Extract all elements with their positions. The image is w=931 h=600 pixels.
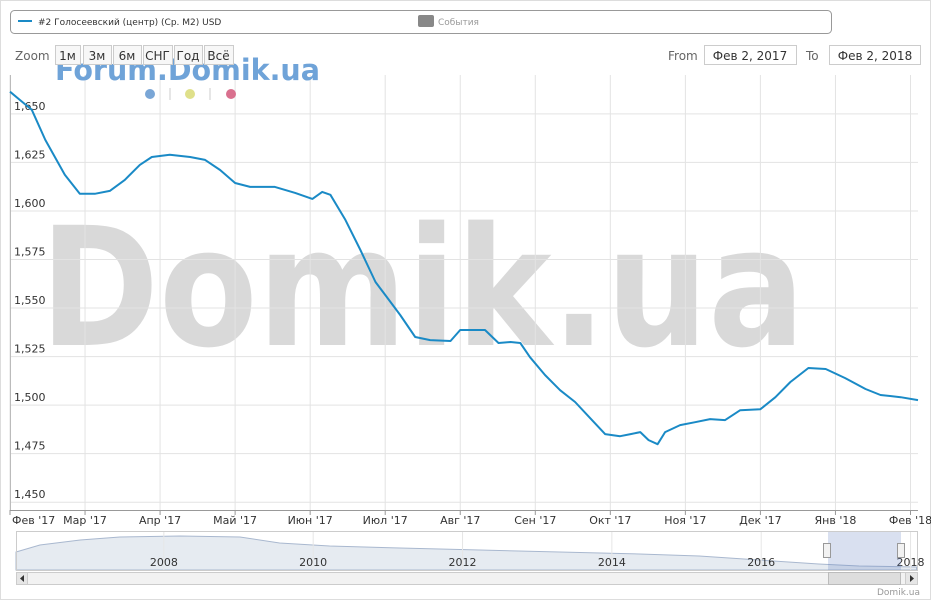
y-tick-label: 1,525 <box>14 343 46 356</box>
y-tick-label: 1,650 <box>14 100 46 113</box>
x-tick-label: Июл '17 <box>363 514 408 527</box>
zoom-button[interactable] <box>143 45 173 65</box>
dot <box>185 89 195 99</box>
x-tick-label: Авг '17 <box>440 514 480 527</box>
navigator: 2008 2010 2012 2014 2016 2018 <box>15 532 925 571</box>
series-line <box>9 90 919 446</box>
navigator-handle[interactable] <box>897 543 905 558</box>
navigator-tick-label: 2014 <box>598 556 626 569</box>
zoom-button-label[interactable]: 1м <box>59 49 76 63</box>
x-tick-label: Окт '17 <box>589 514 631 527</box>
to-value[interactable]: Фев 2, 2018 <box>838 49 912 63</box>
y-tick-label: 1,475 <box>14 440 46 453</box>
x-tick-label: Апр '17 <box>139 514 181 527</box>
credit[interactable]: Domik.ua <box>877 588 920 598</box>
legend-symbol <box>418 15 434 27</box>
zoom-button[interactable] <box>204 45 234 65</box>
x-tick-label: Июн '17 <box>288 514 333 527</box>
arrow <box>20 575 24 582</box>
zoom-buttons: 1м 3м 6м СНГ Год Всё <box>55 45 234 65</box>
navigator-tick-label: 2010 <box>299 556 327 569</box>
scrollbar[interactable] <box>16 572 918 585</box>
zoom-button[interactable] <box>55 45 81 65</box>
x-tick-label: Май '17 <box>213 514 257 527</box>
zoom-button[interactable] <box>83 45 112 65</box>
watermark: Domik.ua <box>40 192 805 384</box>
arrow <box>910 575 914 582</box>
from-value[interactable]: Фев 2, 2017 <box>713 49 787 63</box>
zoom-button-label[interactable]: 3м <box>89 49 106 63</box>
from-input[interactable] <box>704 45 797 65</box>
zoom-label: Zoom <box>15 49 50 63</box>
x-tick-label: Мар '17 <box>63 514 107 527</box>
navigator-area <box>15 535 917 571</box>
zoom-button-label[interactable]: СНГ <box>145 49 170 63</box>
y-tick-label: 1,500 <box>14 391 46 404</box>
to-input[interactable] <box>829 45 921 65</box>
y-tick-label: 1,575 <box>14 245 46 258</box>
x-tick-label: Сен '17 <box>514 514 556 527</box>
x-tick-label: Фев '18 <box>889 514 931 527</box>
navigator-handle[interactable] <box>823 543 831 558</box>
to-label: To <box>805 49 819 63</box>
navigator-tick-label: 2016 <box>747 556 775 569</box>
zoom-button-label[interactable]: Всё <box>207 49 229 63</box>
x-tick-label: Дек '17 <box>739 514 782 527</box>
zoom-button-label[interactable]: Год <box>177 49 200 63</box>
navigator-mask[interactable] <box>828 532 901 570</box>
legend-item[interactable]: #2 Голосеевский (центр) (Ср. М2) USD <box>38 18 221 28</box>
navigator-tick-label: 2008 <box>150 556 178 569</box>
navigator-tick-label: 2012 <box>449 556 477 569</box>
zoom-button[interactable] <box>174 45 203 65</box>
zoom-button-label[interactable]: 6м <box>119 49 136 63</box>
y-tick-label: 1,550 <box>14 294 46 307</box>
dot <box>145 89 155 99</box>
x-tick-label: Янв '18 <box>815 514 857 527</box>
y-tick-label: 1,625 <box>14 148 46 161</box>
y-tick-label: 1,450 <box>14 488 46 501</box>
y-tick-label: 1,600 <box>14 197 46 210</box>
navigator-outline <box>16 531 918 571</box>
zoom-button[interactable] <box>113 45 142 65</box>
x-tick-label: Фев '17 <box>12 514 55 527</box>
dot <box>226 89 236 99</box>
legend-item[interactable]: События <box>438 18 479 28</box>
from-label: From <box>668 49 698 63</box>
plot-layer: 1,450 1,475 1,500 1,525 1,550 1,575 1,600 1,625… <box>9 75 931 527</box>
scroll-thumb[interactable] <box>828 572 901 585</box>
x-tick-label: Ноя '17 <box>664 514 706 527</box>
watermark-layer: Domik.ua <box>40 192 805 384</box>
